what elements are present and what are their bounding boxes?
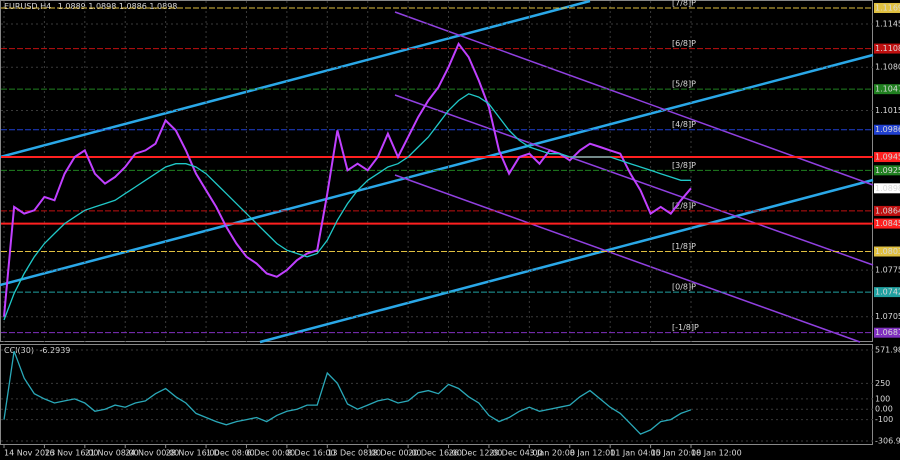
x-tick-label: 8 Dec 16:00 [287, 449, 336, 458]
y-tick-label: -100 [875, 415, 893, 424]
level-box [874, 327, 900, 338]
series-line [3, 350, 692, 435]
cci-title: CCI(30) -6.2939 [4, 346, 70, 355]
ohlc-value: 1.0889 [58, 2, 86, 11]
indicator-name: CCI(30) [4, 346, 34, 355]
level-box [874, 124, 900, 135]
level-label: [5/8]P [672, 80, 696, 89]
price-box [874, 183, 900, 194]
level-value: 1.1047 [875, 85, 900, 94]
y-tick-label: 1.1080 [875, 63, 900, 72]
x-tick-label: 21 Nov 08:00 [85, 449, 139, 458]
y-tick-label: 1.1145 [875, 19, 900, 28]
x-tick-label: 28 Nov 16:00 [166, 449, 220, 458]
level-value: 1.0864 [875, 206, 900, 215]
level-label: [-1/8]P [672, 323, 699, 332]
level-value: 1.0986 [875, 125, 900, 134]
price-title: EURUSD,H4 1.0889 1.0898 1.0886 1.0898 [4, 2, 177, 11]
level-box [874, 2, 900, 13]
x-tick-label: 18 Dec 00:00 [368, 449, 422, 458]
x-tick-label: 15 Jan 20:00 [651, 449, 702, 458]
level-value: 1.0925 [875, 166, 900, 175]
indicator-value: -6.2939 [40, 346, 71, 355]
x-tick-label: 11 Jan 04:00 [610, 449, 661, 458]
x-tick-label: 3 Jan 20:00 [529, 449, 575, 458]
y-tick-label: 100 [875, 394, 890, 403]
x-tick-label: 13 Dec 08:00 [327, 449, 381, 458]
series-line [3, 93, 691, 321]
current-price: 1.0898 [875, 184, 900, 193]
line-value: 1.0845 [875, 219, 900, 228]
symbol: EURUSD,H4 [4, 2, 51, 11]
series-line [3, 41, 692, 317]
x-tick-label: 14 Nov 2023 [4, 449, 55, 458]
ohlc-value: 1.0886 [119, 2, 147, 11]
x-tick-label: 26 Dec 12:00 [449, 449, 503, 458]
level-box [874, 84, 900, 95]
y-tick-label: 0.00 [875, 405, 893, 414]
channel-line [394, 174, 861, 343]
level-label: [2/8]P [672, 201, 696, 210]
channel-line [0, 0, 591, 159]
line-value: 1.0945 [875, 153, 900, 162]
level-box [874, 43, 900, 54]
x-tick-label: 20 Dec 16:00 [408, 449, 462, 458]
level-value: 1.1169 [875, 3, 900, 12]
x-tick-label: 29 Dec 04:00 [489, 449, 543, 458]
x-tick-label: 1 Dec 08:00 [206, 449, 255, 458]
x-tick-label: 18 Jan 12:00 [691, 449, 742, 458]
x-tick-label: 6 Dec 00:00 [246, 449, 295, 458]
line-box [874, 152, 900, 163]
level-label: [1/8]P [672, 242, 696, 251]
ohlc-value: 1.0898 [88, 2, 116, 11]
level-box [874, 246, 900, 257]
level-value: 1.1108 [875, 44, 900, 53]
level-label: [6/8]P [672, 39, 696, 48]
level-value: 1.0803 [875, 247, 900, 256]
y-tick-label: 1.1015 [875, 106, 900, 115]
level-box [874, 165, 900, 176]
level-box [874, 205, 900, 216]
y-tick-label: 250 [875, 379, 890, 388]
level-label: [0/8]P [672, 283, 696, 292]
y-tick-label: 571.9863 [875, 346, 900, 355]
y-tick-label: 1.0705 [875, 312, 900, 321]
cci-frame [0, 344, 873, 445]
x-tick-label: 8 Jan 12:00 [570, 449, 616, 458]
level-label: [4/8]P [672, 120, 696, 129]
channel-line [259, 178, 874, 344]
level-label: [3/8]P [672, 161, 696, 170]
level-label: [7/8]P [672, 0, 696, 7]
y-tick-label: -306.923 [875, 437, 900, 446]
level-value: 1.0742 [875, 288, 900, 297]
level-box [874, 287, 900, 298]
x-tick-label: 24 Nov 00:00 [125, 449, 179, 458]
line-box [874, 218, 900, 229]
y-tick-label: 1.0775 [875, 266, 900, 275]
ohlc-value: 1.0898 [149, 2, 177, 11]
price-frame [0, 0, 873, 342]
x-tick-label: 16 Nov 16:00 [44, 449, 98, 458]
